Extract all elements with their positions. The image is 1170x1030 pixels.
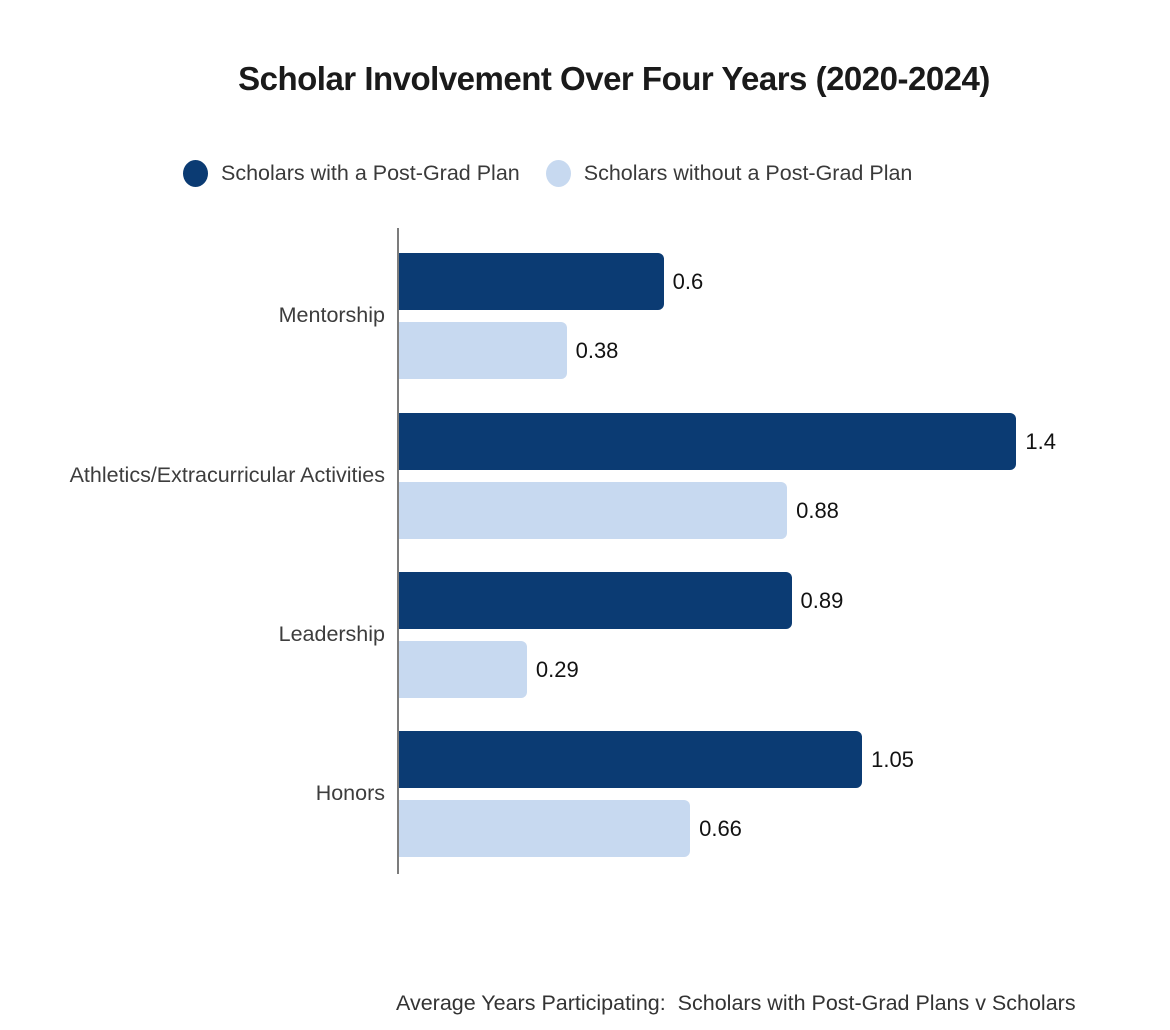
bar-value-label: 0.66 xyxy=(699,815,742,841)
bar-row: 0.89 xyxy=(399,572,843,629)
legend: Scholars with a Post-Grad Plan Scholars … xyxy=(183,160,912,187)
category-label-honors: Honors xyxy=(315,781,385,805)
category-label-mentorship: Mentorship xyxy=(278,303,385,327)
bar-group-athletics: 1.4 0.88 xyxy=(399,413,1056,539)
bar-group-leadership: 0.89 0.29 xyxy=(399,572,843,698)
y-axis-line xyxy=(397,228,399,874)
bar-dark-mentorship xyxy=(399,253,664,310)
legend-label: Scholars with a Post-Grad Plan xyxy=(221,161,520,185)
legend-item-with-plan: Scholars with a Post-Grad Plan xyxy=(183,160,520,187)
bar-row: 1.4 xyxy=(399,413,1056,470)
bar-value-label: 0.6 xyxy=(672,268,704,294)
axis-caption: Average Years Participating: Scholars wi… xyxy=(396,906,1096,1030)
bar-light-mentorship xyxy=(399,322,567,379)
bar-dark-athletics xyxy=(399,413,1017,470)
legend-label: Scholars without a Post-Grad Plan xyxy=(583,161,913,185)
bar-value-label: 0.29 xyxy=(535,656,579,682)
category-label-leadership: Leadership xyxy=(278,622,385,646)
bar-value-label: 0.38 xyxy=(575,337,619,363)
bar-row: 0.6 xyxy=(399,253,703,310)
chart-title: Scholar Involvement Over Four Years (202… xyxy=(238,60,990,97)
axis-caption-line1: Average Years Participating: Scholars wi… xyxy=(396,991,1076,1015)
category-label-athletics: Athletics/Extracurricular Activities xyxy=(69,463,385,487)
bar-value-label: 1.05 xyxy=(871,746,914,772)
bar-value-label: 1.4 xyxy=(1025,428,1056,454)
bar-value-label: 0.89 xyxy=(800,587,844,613)
bar-row: 0.88 xyxy=(399,482,1056,539)
bar-dark-honors xyxy=(399,731,863,788)
legend-swatch-light-icon xyxy=(545,160,571,187)
bar-light-athletics xyxy=(399,482,788,539)
bar-light-leadership xyxy=(399,641,527,698)
bar-group-mentorship: 0.6 0.38 xyxy=(399,253,703,379)
bar-row: 0.38 xyxy=(399,322,703,379)
bar-row: 0.29 xyxy=(399,641,843,698)
bar-row: 0.66 xyxy=(399,800,914,857)
legend-item-without-plan: Scholars without a Post-Grad Plan xyxy=(545,160,913,187)
bar-light-honors xyxy=(399,800,691,857)
bar-group-honors: 1.05 0.66 xyxy=(399,731,914,857)
bar-dark-leadership xyxy=(399,572,792,629)
bar-value-label: 0.88 xyxy=(796,497,839,523)
bar-row: 1.05 xyxy=(399,731,914,788)
legend-swatch-dark-icon xyxy=(183,160,208,187)
